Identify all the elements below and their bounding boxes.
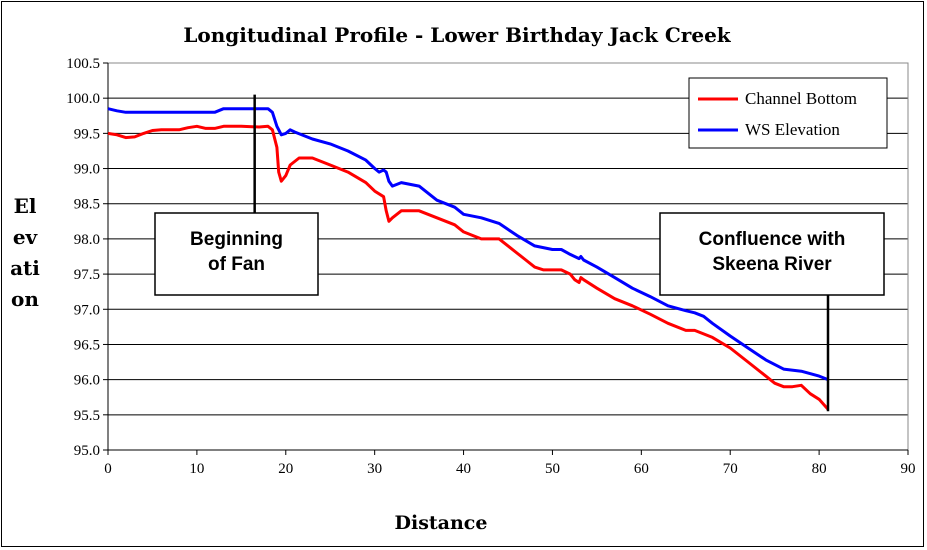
y-tick-label: 97.5 (74, 267, 100, 283)
legend: Channel Bottom WS Elevation (688, 77, 888, 149)
y-tick-label: 95.0 (74, 443, 100, 459)
x-tick-label: 40 (456, 461, 471, 477)
y-axis-label-line: El (14, 194, 37, 218)
series-lines (107, 107, 830, 411)
y-tick-label: 96.5 (74, 337, 100, 353)
axes (103, 62, 909, 455)
y-tick-label: 96.0 (74, 373, 100, 389)
y-tick-label: 95.5 (74, 408, 100, 424)
annotation-box (154, 212, 319, 296)
y-tick-label: 100.0 (66, 91, 100, 107)
x-tick-label: 10 (189, 461, 204, 477)
annotations: Beginning of Fan Confluence with Skeena Riv… (154, 94, 885, 412)
x-axis-label: Distance (395, 512, 488, 534)
annotation-text: of Fan (208, 254, 265, 275)
legend-box (688, 77, 888, 149)
y-tick-labels: 95.0 95.5 96.0 96.5 97.0 97.5 98.0 98.5 99.0 99.5… (66, 56, 100, 459)
annotation-text: Beginning (190, 229, 283, 250)
annotation-box (659, 212, 885, 296)
y-axis-label-line: ati (10, 256, 40, 280)
y-tick-label: 98.0 (74, 232, 100, 248)
y-tick-label: 99.5 (74, 126, 100, 142)
x-tick-label: 20 (278, 461, 293, 477)
y-axis-label-line: ev (13, 225, 39, 249)
x-tick-label: 50 (545, 461, 560, 477)
x-tick-label: 70 (723, 461, 738, 477)
annotation-text: Skeena River (712, 254, 832, 275)
x-tick-label: 80 (812, 461, 827, 477)
y-tick-label: 100.5 (66, 56, 100, 72)
x-tick-label: 90 (901, 461, 916, 477)
annotation-text: Confluence with (699, 229, 846, 250)
y-tick-label: 98.5 (74, 197, 100, 213)
y-axis-label: El ev ati on (10, 194, 40, 311)
x-tick-label: 0 (104, 461, 112, 477)
x-tick-label: 30 (367, 461, 382, 477)
y-axis-label-line: on (11, 287, 39, 311)
series-line-ws-elevation (107, 107, 829, 381)
series-line-channel-bottom (107, 124, 830, 411)
chart-title: Longitudinal Profile - Lower Birthday Ja… (183, 23, 731, 47)
x-tick-label: 60 (634, 461, 649, 477)
x-tick-labels: 0 10 20 30 40 50 60 70 80 90 (104, 461, 915, 477)
legend-label: WS Elevation (745, 120, 840, 139)
legend-label: Channel Bottom (745, 89, 857, 108)
y-tick-label: 99.0 (74, 162, 100, 178)
y-tick-label: 97.0 (74, 302, 100, 318)
